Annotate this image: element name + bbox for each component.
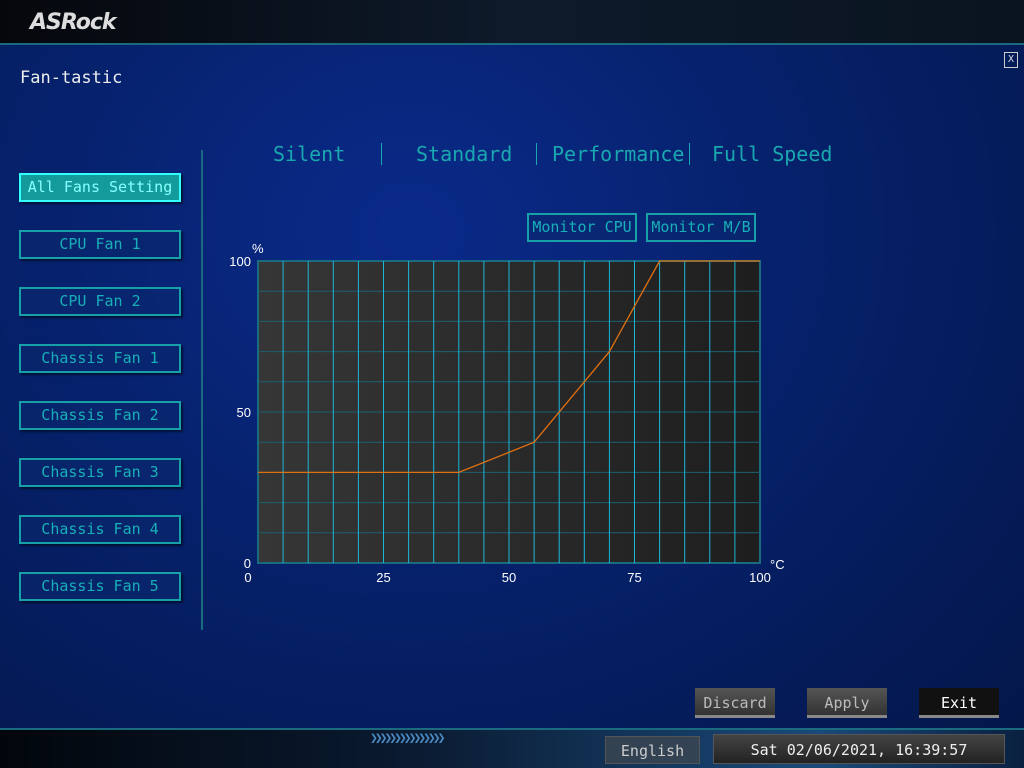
divider [381,143,382,165]
curve-point[interactable] [256,470,260,474]
x-axis-label: °C [770,557,785,572]
x-tick-label: 75 [627,570,641,585]
fan-button-chassis-fan-5[interactable]: Chassis Fan 5 [19,572,181,601]
y-tick-label: 100 [229,254,251,269]
fan-button-chassis-fan-4[interactable]: Chassis Fan 4 [19,515,181,544]
page-title: Fan-tastic [20,68,123,88]
x-tick-label: 25 [376,570,390,585]
x-tick-label: 0 [244,570,251,585]
monitor-cpu-button[interactable]: Monitor CPU [527,213,637,242]
divider [689,143,690,165]
fan-button-chassis-fan-3[interactable]: Chassis Fan 3 [19,458,181,487]
fan-button-cpu-fan-2[interactable]: CPU Fan 2 [19,287,181,316]
curve-point[interactable] [607,350,611,354]
x-tick-label: 50 [502,570,516,585]
y-tick-label: 0 [244,556,251,571]
mode-full-speed[interactable]: Full Speed [712,142,833,166]
fan-button-chassis-fan-2[interactable]: Chassis Fan 2 [19,401,181,430]
curve-point[interactable] [758,259,762,263]
fan-button-chassis-fan-1[interactable]: Chassis Fan 1 [19,344,181,373]
language-selector[interactable]: English [605,736,700,764]
mode-standard[interactable]: Standard [416,142,513,166]
apply-button[interactable]: Apply [807,688,887,718]
curve-point[interactable] [658,259,662,263]
datetime-display: Sat 02/06/2021, 16:39:57 [713,734,1005,764]
fan-button-cpu-fan-1[interactable]: CPU Fan 1 [19,230,181,259]
y-tick-label: 50 [237,405,251,420]
x-tick-label: 100 [749,570,771,585]
asrock-logo: ASRock [30,10,117,35]
mode-performance[interactable]: Performance [552,142,685,166]
fan-button-all-fans-setting[interactable]: All Fans Setting [19,173,181,202]
divider [201,150,203,630]
chevrons-decoration-icon: ❯❯❯❯❯❯❯❯❯❯❯❯❯❯❯ [370,731,445,746]
discard-button[interactable]: Discard [695,688,775,718]
mode-silent[interactable]: Silent [273,142,346,166]
curve-point[interactable] [457,470,461,474]
fan-curve-line [258,260,760,474]
divider [536,143,537,165]
close-button[interactable]: X [1004,52,1018,68]
curve-point[interactable] [532,440,536,444]
monitor-mb-button[interactable]: Monitor M/B [646,213,756,242]
top-bar: ASRock [0,0,1024,45]
y-axis-label: % [252,241,264,256]
exit-button[interactable]: Exit [919,688,999,718]
